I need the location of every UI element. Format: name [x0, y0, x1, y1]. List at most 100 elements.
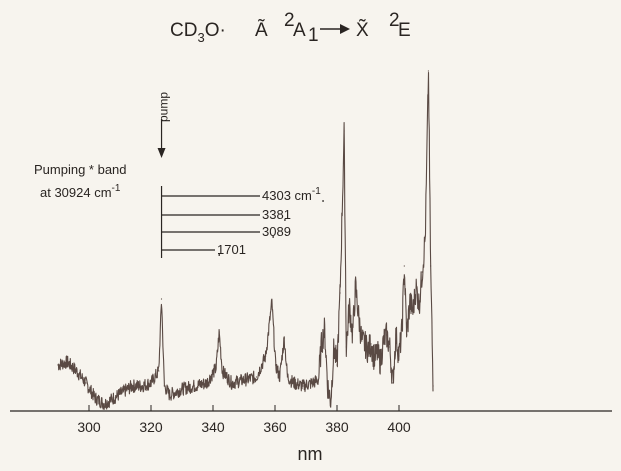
spectrum-point	[415, 286, 417, 288]
energy-intervals: 4303 cm-1 3381 3089 1701	[161, 186, 326, 257]
title-molecule-sub: 3	[197, 30, 204, 45]
spectrum-point	[373, 358, 375, 360]
spectrum-point	[330, 400, 332, 402]
spectrum-point	[336, 364, 338, 366]
x-tick-label: 400	[387, 419, 411, 435]
title-arrow-head	[340, 24, 350, 34]
spectrum-point	[271, 301, 273, 303]
spectrum-point	[85, 382, 87, 384]
spectrum-point	[401, 328, 403, 330]
spectrum-point	[382, 340, 385, 342]
x-tick-label: 340	[201, 419, 225, 435]
spectrum-point	[243, 379, 245, 381]
spectrum-point	[160, 298, 163, 300]
spectrum-point	[181, 388, 183, 390]
spectrum-point	[406, 334, 408, 336]
spectrum-point	[361, 340, 363, 342]
x-tick-label: 320	[139, 419, 163, 435]
title-molecule-tail: O·	[205, 20, 226, 41]
spectrum-point	[57, 364, 59, 366]
spectrum-point	[320, 343, 323, 345]
spectrum-point	[351, 334, 354, 336]
x-tick-label: 380	[325, 419, 349, 435]
spectrum-point	[421, 271, 423, 273]
spectrum-point	[412, 310, 414, 312]
title-lower-sym: E	[398, 20, 411, 41]
spectrum-point	[427, 70, 429, 72]
spectrum-point	[324, 328, 326, 330]
spectrum-point	[231, 382, 233, 384]
spectrum-point	[418, 304, 420, 306]
annotation-line-1: Pumping * band	[34, 162, 127, 177]
spectrum-point	[218, 331, 220, 333]
spectrum-point	[424, 235, 426, 237]
title-upper-sup: 2	[284, 10, 295, 31]
spectrum-point	[206, 382, 208, 384]
svg-text:CD3O·: CD3O·	[170, 20, 226, 45]
spectrum-point	[131, 385, 133, 387]
pump-arrow-head	[157, 148, 166, 158]
spectrum-point	[327, 385, 329, 387]
spectrum-point	[293, 382, 295, 384]
spectrum-point	[255, 376, 257, 378]
spectrum	[57, 70, 434, 411]
title-lower-state: X̃	[356, 19, 369, 41]
spectrum-point	[367, 349, 369, 351]
pumping-annotation: Pumping * band at 30924 cm-1	[34, 162, 127, 200]
spectrum-point	[286, 376, 288, 378]
spectrum-point	[403, 265, 405, 267]
spectrum-point	[386, 334, 388, 336]
spectrum-point	[103, 403, 106, 405]
pump-arrow: pump	[157, 92, 171, 158]
spectrum-point	[333, 346, 335, 348]
spectrum-point	[302, 385, 304, 387]
chart-title: CD3O· Ã 2 A 1 X̃ 2 E	[170, 10, 411, 46]
interval-label-bg	[260, 205, 293, 219]
spectrum-point	[76, 370, 78, 372]
spectrum-point	[163, 385, 165, 387]
spectrum-point	[169, 394, 171, 396]
spectrum-point	[113, 397, 115, 399]
spectrum-point	[94, 397, 96, 399]
spectrum-point	[370, 343, 372, 345]
spectrum-point	[317, 379, 319, 381]
x-tick-label: 360	[263, 419, 287, 435]
title-lower-sup: 2	[389, 10, 400, 31]
spectrum-point	[283, 337, 285, 339]
spectrum-point	[348, 304, 350, 306]
x-tick-label: 300	[77, 419, 101, 435]
interval-label-bg	[260, 222, 293, 236]
x-axis-label: nm	[297, 444, 322, 464]
pump-label: pump	[157, 92, 171, 122]
spectrum-point	[430, 265, 432, 267]
spectrum-point	[395, 334, 397, 336]
interval-label: 3089	[262, 224, 291, 239]
spectrum-point	[265, 355, 267, 357]
spectrum-point	[279, 376, 281, 378]
spectrum-point	[150, 382, 152, 384]
annotation-line-2-sup: -1	[112, 183, 121, 194]
spectrum-point	[389, 346, 391, 348]
annotation-line-2: at 30924 cm	[40, 185, 112, 200]
spectrum-point	[358, 316, 360, 318]
spectrum-point	[345, 346, 347, 348]
spectrum-point	[339, 292, 341, 294]
spectrum-point	[275, 364, 277, 366]
title-molecule: CD	[170, 20, 197, 41]
svg-text:at 30924 cm-1: at 30924 cm-1	[40, 183, 121, 200]
spectrum-point	[355, 286, 357, 288]
spectrum-point	[311, 382, 313, 384]
spectrum-point	[158, 370, 160, 372]
interval-label: 1701	[217, 242, 246, 257]
spectrum-point	[343, 130, 345, 132]
spectrum-trace	[57, 71, 434, 411]
interval-label-bg	[215, 240, 248, 254]
spectrum-point	[66, 361, 68, 363]
spectrum-point	[141, 385, 143, 387]
x-axis-ticks: 300 320 340 360 380 400	[77, 405, 411, 435]
interval-label-bg	[260, 186, 326, 200]
spectrum-point	[364, 343, 366, 345]
spectrum-point	[215, 367, 217, 369]
title-upper-state: Ã	[255, 19, 268, 41]
